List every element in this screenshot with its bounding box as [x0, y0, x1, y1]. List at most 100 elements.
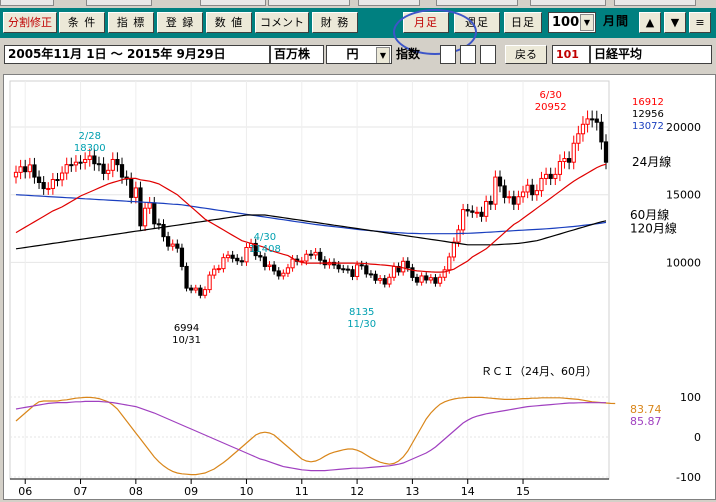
financial-button[interactable]: 財 務 — [312, 12, 358, 33]
subbar: 2005年11月 1日 〜 2015年 9月29日 百万株 円 ▼ 指数 戻る 1… — [0, 42, 716, 68]
candle-body — [133, 187, 138, 198]
back-button[interactable]: 戻る — [505, 45, 547, 64]
candle-body — [336, 264, 341, 270]
menu-stub[interactable] — [200, 0, 266, 6]
candle-body — [281, 272, 286, 277]
candle-body — [276, 270, 281, 277]
candle-body — [272, 264, 277, 272]
candle-body — [175, 243, 180, 249]
candle-body — [239, 260, 244, 263]
period-label: 月間 — [602, 14, 629, 28]
candle-body — [225, 254, 231, 259]
candle-body — [170, 243, 175, 247]
candle-body — [23, 166, 28, 173]
value-label: 16912 — [632, 97, 664, 108]
candle-body — [378, 278, 383, 281]
candle-body — [364, 265, 369, 275]
x-tick-label: 09 — [184, 485, 198, 498]
candle-body — [106, 169, 111, 174]
ma24-label: 24月線 — [632, 154, 671, 169]
candle-body — [290, 258, 295, 269]
chevron-down-icon[interactable]: ▼ — [376, 47, 390, 63]
candle-body — [410, 267, 415, 278]
candle-body — [216, 268, 221, 271]
blank-field — [440, 45, 456, 64]
scroll-up-icon[interactable]: ▲ — [639, 12, 661, 33]
candle-body — [470, 210, 475, 213]
split-correction-button[interactable]: 分割修正 — [3, 12, 57, 33]
comment-button[interactable]: コメント — [255, 12, 309, 33]
candlesticks — [13, 110, 609, 299]
ma120-label: 120月線 — [630, 221, 677, 236]
candle-body — [460, 209, 466, 231]
candle-body — [484, 200, 489, 217]
currency-value: 円 — [346, 47, 359, 61]
annotation-label: 8135 — [349, 307, 374, 318]
date-range-field[interactable]: 2005年11月 1日 〜 2015年 9月29日 — [4, 45, 270, 64]
x-tick-label: 11 — [295, 485, 309, 498]
candle-body — [553, 173, 558, 179]
candle-body — [465, 209, 470, 212]
candle-body — [548, 173, 553, 179]
candle-body — [387, 276, 392, 285]
count-select[interactable]: 100 ▼ — [548, 12, 596, 33]
candle-body — [424, 275, 429, 281]
candle-body — [479, 211, 484, 217]
menu-stub[interactable] — [530, 0, 606, 6]
value-label: 12956 — [632, 109, 664, 120]
scroll-down-icon[interactable]: ▼ — [664, 12, 686, 33]
candle-body — [474, 211, 480, 214]
candle-body — [497, 176, 503, 187]
blank-field — [480, 45, 496, 64]
candle-body — [193, 287, 198, 291]
menu-stub[interactable] — [0, 0, 54, 6]
chart-panel: 10000 15000 20000 100 0 -100 06 07 08 09 10 11 12 13 1… — [3, 74, 716, 500]
candle-body — [189, 287, 194, 291]
candle-body — [115, 158, 120, 166]
count-value: 100 — [552, 15, 580, 30]
daily-button[interactable]: 日足 — [504, 12, 542, 33]
price-tick-label: 20000 — [666, 121, 701, 134]
menu-stub[interactable] — [614, 0, 696, 6]
x-tick-label: 08 — [129, 485, 143, 498]
candle-body — [557, 161, 563, 175]
candle-body — [138, 187, 143, 227]
candle-body — [101, 163, 106, 174]
candle-body — [46, 187, 51, 190]
candle-body — [345, 268, 350, 271]
candle-body — [585, 118, 590, 125]
candle-body — [447, 256, 452, 271]
ma24-line — [15, 163, 607, 273]
candle-body — [59, 172, 65, 181]
candle-body — [405, 260, 410, 269]
candle-body — [507, 196, 512, 199]
chart-svg: 10000 15000 20000 100 0 -100 06 07 08 09 10 11 12 13 1… — [9, 80, 701, 498]
annotation-label: 18300 — [74, 143, 106, 154]
currency-select[interactable]: 円 ▼ — [326, 45, 392, 64]
condition-button[interactable]: 条 件 — [59, 12, 105, 33]
candle-body — [92, 155, 97, 165]
indicator-button[interactable]: 指 標 — [108, 12, 154, 33]
candle-body — [414, 276, 420, 283]
candle-body — [567, 158, 572, 163]
register-button[interactable]: 登 録 — [157, 12, 203, 33]
menu-stub[interactable] — [268, 0, 350, 6]
numeric-button[interactable]: 数 値 — [206, 12, 252, 33]
candle-body — [313, 251, 318, 256]
menu-stub[interactable] — [86, 0, 152, 6]
monthly-button[interactable]: 月足 — [403, 12, 449, 33]
menu-icon[interactable]: ≡ — [689, 12, 711, 33]
candle-body — [207, 274, 212, 291]
candle-body — [96, 163, 102, 166]
candle-body — [488, 200, 493, 205]
menu-stub[interactable] — [358, 0, 420, 6]
menu-stub[interactable] — [436, 0, 518, 6]
candle-body — [221, 257, 226, 270]
candle-body — [262, 256, 268, 267]
candle-body — [212, 268, 217, 276]
candle-body — [456, 229, 461, 243]
candle-body — [594, 118, 599, 123]
candle-body — [161, 223, 166, 238]
chevron-down-icon[interactable]: ▼ — [580, 14, 594, 31]
weekly-button[interactable]: 週足 — [454, 12, 500, 33]
